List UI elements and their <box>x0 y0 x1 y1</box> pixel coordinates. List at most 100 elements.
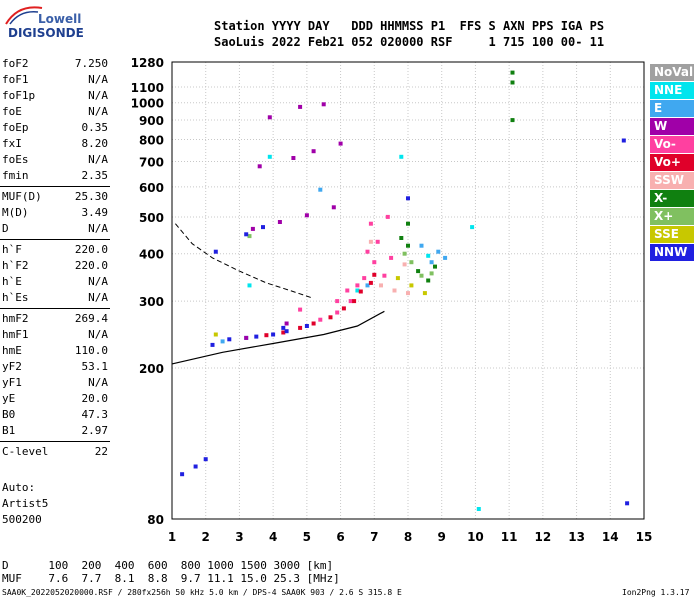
param-name: fmin <box>2 169 29 182</box>
data-point <box>352 299 357 304</box>
data-point <box>621 138 626 143</box>
param-value: N/A <box>88 73 108 86</box>
legend-item: NNE <box>650 82 694 99</box>
y-tick-label: 600 <box>139 181 164 195</box>
x-tick-label: 1 <box>168 530 176 544</box>
param-separator <box>0 186 110 187</box>
data-point <box>368 280 373 285</box>
param-value: 220.0 <box>74 259 108 272</box>
x-tick-label: 4 <box>269 530 277 544</box>
param-value: 22 <box>94 445 108 458</box>
param-row: hmF2 269.4 <box>2 311 108 327</box>
data-point <box>298 325 303 330</box>
data-point <box>355 283 360 288</box>
data-point <box>476 507 481 511</box>
param-row: B0 47.3 <box>2 407 108 423</box>
param-row: h`F2 220.0 <box>2 258 108 274</box>
data-point <box>382 273 387 278</box>
footer-muf-line: MUF 7.6 7.7 8.1 8.8 9.7 11.1 15.0 25.3 [… <box>2 572 340 585</box>
param-value: 53.1 <box>81 360 109 373</box>
footer-distance-line: D 100 200 400 600 800 1000 1500 3000 [km… <box>2 559 334 572</box>
param-name: h`E <box>2 275 22 288</box>
data-point <box>227 337 232 342</box>
x-tick-label: 5 <box>303 530 311 544</box>
data-point <box>250 226 255 231</box>
param-row: foE N/A <box>2 104 108 120</box>
legend-item: X+ <box>650 208 694 225</box>
param-row: hmF1 N/A <box>2 327 108 343</box>
param-value: 3.49 <box>81 206 109 219</box>
data-point <box>429 271 434 276</box>
data-point <box>261 225 265 230</box>
data-point <box>348 299 353 304</box>
data-point <box>328 315 333 320</box>
data-point <box>267 154 272 159</box>
param-name: foF1 <box>2 73 29 86</box>
x-tick-label: 12 <box>535 530 552 544</box>
legend-item: Vo+ <box>650 154 694 171</box>
x-tick-label: 13 <box>568 530 585 544</box>
param-name: yE <box>2 392 16 405</box>
data-point <box>379 283 383 288</box>
param-row: foEs N/A <box>2 152 108 168</box>
param-name: h`Es <box>2 291 29 304</box>
data-point <box>244 232 249 237</box>
legend-item: E <box>650 100 694 117</box>
param-name: foF2 <box>2 57 29 70</box>
autoscale-info: Auto: Artist5 500200 <box>2 480 48 528</box>
data-point <box>335 310 340 315</box>
x-tick-label: 8 <box>404 530 412 544</box>
data-point <box>203 457 208 462</box>
data-point <box>311 321 316 326</box>
y-tick-label: 80 <box>147 513 164 527</box>
legend-item: SSW <box>650 172 694 189</box>
data-point <box>355 288 360 293</box>
x-tick-label: 3 <box>235 530 243 544</box>
data-point <box>433 264 437 269</box>
x-axis-ticks: 1 2 3 4 5 6 7 8 9 10 11 12 13 14 15 <box>168 530 653 544</box>
param-value: N/A <box>88 105 108 118</box>
footer-file-info: SAA0K_2022052020000.RSF / 280fx256h 50 k… <box>2 588 402 597</box>
data-point <box>254 334 259 339</box>
logo-lowell-text: Lowell <box>38 12 82 26</box>
param-value: N/A <box>88 89 108 102</box>
param-value: 7.250 <box>74 57 108 70</box>
data-point <box>220 339 225 344</box>
legend-item: NNW <box>650 244 694 261</box>
param-name: hmF1 <box>2 328 29 341</box>
param-value: 47.3 <box>81 408 109 421</box>
header-line-1: Station YYYY DAY DDD HHMMSS P1 FFS S AXN… <box>214 19 605 33</box>
param-row: D N/A <box>2 221 108 237</box>
extrapolated-profile-curve <box>175 223 314 299</box>
data-point <box>247 283 252 288</box>
data-point <box>267 115 272 120</box>
y-axis-ticks: 80 200 300 400 500 600 700 800 900 1000 1100 1280 <box>131 56 164 527</box>
data-point <box>406 221 410 226</box>
param-separator <box>0 308 110 309</box>
param-name: D <box>2 222 9 235</box>
param-value: 8.20 <box>81 137 109 150</box>
param-row: yF2 53.1 <box>2 359 108 375</box>
data-point <box>399 236 404 240</box>
data-point <box>365 283 370 288</box>
data-point <box>426 278 431 283</box>
data-point <box>399 154 404 159</box>
param-name: B0 <box>2 408 16 421</box>
param-value: 2.97 <box>81 424 109 437</box>
legend-item: SSE <box>650 226 694 243</box>
param-row: B1 2.97 <box>2 423 108 439</box>
param-value: N/A <box>88 328 108 341</box>
y-tick-label: 1000 <box>131 97 164 111</box>
artist-version: Artist5 <box>2 497 49 510</box>
data-point <box>395 276 400 281</box>
data-point <box>362 276 367 281</box>
data-point <box>291 156 296 160</box>
data-point <box>193 464 198 469</box>
trace-curves <box>171 223 385 365</box>
data-point <box>257 164 262 169</box>
param-name: hmF2 <box>2 312 29 325</box>
x-tick-label: 2 <box>202 530 210 544</box>
plot-frame <box>171 61 645 520</box>
data-point <box>409 283 414 288</box>
